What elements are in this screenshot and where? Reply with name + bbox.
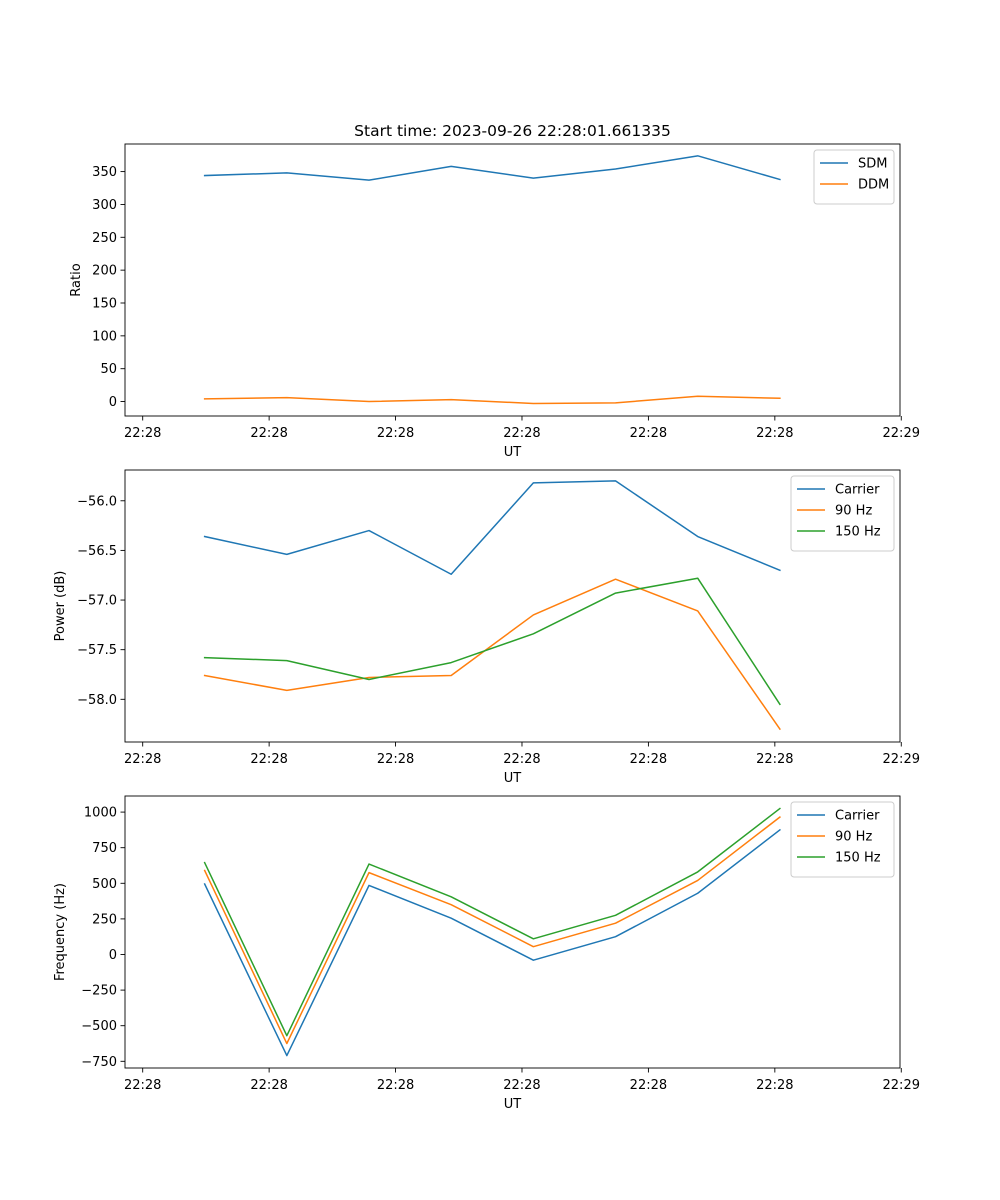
legend-label: 150 Hz	[835, 851, 881, 866]
y-tick-label: 150	[92, 296, 117, 311]
y-tick-label: −56.0	[77, 494, 117, 509]
y-tick-label: 500	[92, 877, 117, 892]
legend-label: 150 Hz	[835, 525, 881, 540]
x-axis-label: UT	[504, 445, 522, 460]
y-tick-label: −500	[81, 1019, 117, 1034]
x-axis-label: UT	[504, 1097, 522, 1112]
x-tick-label: 22:28	[630, 426, 667, 441]
x-tick-label: 22:28	[756, 752, 793, 767]
y-tick-label: −750	[81, 1055, 117, 1070]
x-tick-label: 22:28	[377, 1078, 414, 1093]
legend-label: Carrier	[835, 809, 880, 824]
legend-label: DDM	[858, 178, 889, 193]
y-tick-label: 200	[92, 264, 117, 279]
x-tick-label: 22:28	[250, 752, 287, 767]
y-tick-label: 750	[92, 841, 117, 856]
x-tick-label: 22:28	[377, 426, 414, 441]
x-tick-label: 22:28	[124, 1078, 161, 1093]
y-tick-label: 1000	[84, 806, 117, 821]
legend: Carrier 90 Hz 150 Hz	[790, 475, 895, 552]
x-tick-label: 22:29	[883, 1078, 920, 1093]
y-tick-label: 300	[92, 198, 117, 213]
y-axis-label: Power (dB)	[53, 571, 68, 642]
series-line-carrier	[203, 828, 781, 1057]
x-tick-label: 22:28	[756, 1078, 793, 1093]
series-line-150-hz	[203, 577, 781, 706]
legend-box	[790, 475, 895, 552]
x-tick-label: 22:28	[756, 426, 793, 441]
axes-frame	[124, 795, 901, 1069]
legend: Carrier 90 Hz 150 Hz	[790, 801, 895, 878]
y-tick-label: 0	[109, 395, 117, 410]
legend-box	[790, 801, 895, 878]
figure-title: Start time: 2023-09-26 22:28:01.661335	[354, 122, 671, 140]
y-tick-label: −56.5	[77, 544, 117, 559]
series-line-carrier	[203, 480, 781, 575]
x-tick-label: 22:29	[883, 426, 920, 441]
x-tick-label: 22:28	[124, 426, 161, 441]
x-tick-label: 22:28	[377, 752, 414, 767]
legend-label: 90 Hz	[835, 504, 872, 519]
panel-ratio: 22:28 22:28 22:28 22:28 22:28 22:28 22:29 0 50 10…	[69, 143, 920, 460]
x-tick-label: 22:28	[124, 752, 161, 767]
x-axis-label: UT	[504, 771, 522, 786]
y-tick-label: 250	[92, 912, 117, 927]
x-tick-label: 22:28	[630, 752, 667, 767]
series-line-sdm	[203, 155, 781, 181]
legend-label: 90 Hz	[835, 830, 872, 845]
y-tick-label: 100	[92, 329, 117, 344]
y-tick-label: 50	[100, 362, 117, 377]
y-axis-label: Frequency (Hz)	[53, 883, 68, 981]
series-line-150-hz	[203, 807, 781, 1037]
y-tick-label: 0	[109, 948, 117, 963]
y-tick-label: 250	[92, 231, 117, 246]
x-tick-label: 22:28	[503, 1078, 540, 1093]
legend-label: SDM	[858, 157, 887, 172]
y-tick-label: −57.0	[77, 594, 117, 609]
series-line-ddm	[203, 395, 781, 405]
y-tick-label: −57.5	[77, 643, 117, 658]
series-line-90-hz	[203, 816, 781, 1045]
panel-power: 22:28 22:28 22:28 22:28 22:28 22:28 22:29 −58.0…	[53, 469, 920, 786]
legend: SDM DDM	[813, 149, 895, 205]
x-tick-label: 22:28	[250, 1078, 287, 1093]
axes-frame	[124, 143, 901, 417]
panel-frequency: 22:28 22:28 22:28 22:28 22:28 22:28 22:29 −750 −…	[53, 795, 920, 1112]
x-tick-label: 22:28	[503, 426, 540, 441]
x-tick-label: 22:28	[630, 1078, 667, 1093]
series-line-90-hz	[203, 578, 781, 731]
axes-frame	[124, 469, 901, 743]
x-tick-label: 22:29	[883, 752, 920, 767]
x-tick-label: 22:28	[503, 752, 540, 767]
x-tick-label: 22:28	[250, 426, 287, 441]
y-tick-label: −250	[81, 984, 117, 999]
y-axis-label: Ratio	[69, 263, 84, 296]
y-tick-label: −58.0	[77, 693, 117, 708]
legend-label: Carrier	[835, 483, 880, 498]
y-tick-label: 350	[92, 165, 117, 180]
